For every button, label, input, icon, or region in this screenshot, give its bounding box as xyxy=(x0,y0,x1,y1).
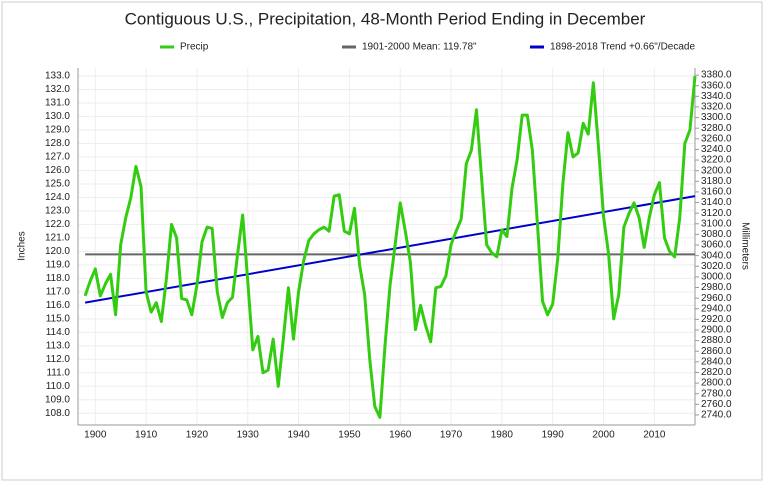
y-tick-label: 115.0 xyxy=(46,313,71,324)
y2-tick-label: 2740.0 xyxy=(701,410,732,421)
y2-tick-label: 3000.0 xyxy=(701,272,732,283)
y2-tick-label: 3060.0 xyxy=(701,240,732,251)
y-tick-label: 113.0 xyxy=(46,340,71,351)
y-tick-label: 125.0 xyxy=(45,179,70,190)
legend-label: Precip xyxy=(180,42,209,53)
y-tick-label: 127.0 xyxy=(45,152,70,163)
y-tick-label: 112.0 xyxy=(46,354,71,365)
y2-tick-label: 3160.0 xyxy=(701,187,732,198)
y-tick-label: 117.0 xyxy=(46,287,71,298)
y2-tick-label: 2940.0 xyxy=(701,303,732,314)
y2-axis-label: Millimeters xyxy=(739,222,750,270)
y-tick-label: 110.0 xyxy=(46,381,71,392)
y2-tick-label: 3240.0 xyxy=(701,144,732,155)
x-tick-label: 1980 xyxy=(491,430,514,441)
y-axis-label: Inches xyxy=(17,231,28,260)
y2-tick-label: 3340.0 xyxy=(701,91,732,102)
series-line xyxy=(83,75,697,419)
x-tick-label: 1960 xyxy=(389,430,412,441)
x-tick-label: 1970 xyxy=(440,430,463,441)
y-tick-label: 114.0 xyxy=(46,327,71,338)
y-tick-label: 118.0 xyxy=(46,273,71,284)
y2-tick-label: 3020.0 xyxy=(701,261,732,272)
y-tick-label: 126.0 xyxy=(45,165,70,176)
series-line xyxy=(84,195,696,304)
y-tick-label: 133.0 xyxy=(45,71,70,82)
y2-tick-label: 2960.0 xyxy=(701,293,732,304)
y-tick-label: 124.0 xyxy=(45,192,70,203)
y-tick-label: 131.0 xyxy=(45,98,70,109)
y2-tick-label: 2920.0 xyxy=(701,314,732,325)
y2-tick-label: 3040.0 xyxy=(701,250,732,261)
x-tick-label: 2000 xyxy=(592,430,615,441)
y-tick-label: 111.0 xyxy=(46,367,70,378)
chart-title: Contiguous U.S., Precipitation, 48-Month… xyxy=(125,9,646,28)
y-tick-label: 109.0 xyxy=(45,394,70,405)
y2-tick-label: 2820.0 xyxy=(701,367,732,378)
x-tick-label: 1920 xyxy=(186,430,209,441)
x-tick-label: 1950 xyxy=(338,430,361,441)
y2-tick-label: 3080.0 xyxy=(701,229,732,240)
y2-tick-label: 2840.0 xyxy=(701,356,732,367)
y-tick-label: 129.0 xyxy=(45,125,70,136)
y2-tick-label: 3120.0 xyxy=(701,208,732,219)
y2-tick-label: 3140.0 xyxy=(701,197,732,208)
y2-tick-label: 3280.0 xyxy=(701,123,732,134)
y2-tick-label: 3260.0 xyxy=(701,133,732,144)
y-tick-label: 122.0 xyxy=(45,219,70,230)
y2-tick-label: 2900.0 xyxy=(701,325,732,336)
y-tick-label: 128.0 xyxy=(45,138,70,149)
y2-tick-label: 2880.0 xyxy=(701,335,732,346)
x-tick-label: 2010 xyxy=(643,430,666,441)
x-tick-label: 1940 xyxy=(287,430,310,441)
y2-tick-label: 3380.0 xyxy=(701,70,732,81)
y2-tick-label: 3200.0 xyxy=(701,165,732,176)
y2-tick-label: 2980.0 xyxy=(701,282,732,293)
y-tick-label: 123.0 xyxy=(45,206,70,217)
y2-tick-label: 3360.0 xyxy=(701,80,732,91)
y2-tick-label: 3320.0 xyxy=(701,102,732,113)
y-tick-label: 130.0 xyxy=(45,111,70,122)
y-tick-label: 119.0 xyxy=(46,260,71,271)
y2-tick-label: 3100.0 xyxy=(701,218,732,229)
y-tick-label: 120.0 xyxy=(45,246,70,257)
y-tick-label: 108.0 xyxy=(45,408,70,419)
y2-tick-label: 2760.0 xyxy=(701,399,732,410)
y2-tick-label: 3300.0 xyxy=(701,112,732,123)
y2-tick-label: 3220.0 xyxy=(701,155,732,166)
y2-tick-label: 2800.0 xyxy=(701,378,732,389)
y2-tick-label: 2860.0 xyxy=(701,346,732,357)
x-tick-label: 1910 xyxy=(135,430,158,441)
y-tick-label: 132.0 xyxy=(45,84,70,95)
x-tick-label: 1900 xyxy=(84,430,107,441)
y2-tick-label: 3180.0 xyxy=(701,176,732,187)
legend-label: 1898-2018 Trend +0.66"/Decade xyxy=(550,42,695,53)
y-tick-label: 116.0 xyxy=(46,300,71,311)
legend-label: 1901-2000 Mean: 119.78" xyxy=(362,42,477,53)
y2-tick-label: 2780.0 xyxy=(701,388,732,399)
x-tick-label: 1930 xyxy=(237,430,260,441)
y-tick-label: 121.0 xyxy=(45,233,70,244)
x-tick-label: 1990 xyxy=(542,430,565,441)
